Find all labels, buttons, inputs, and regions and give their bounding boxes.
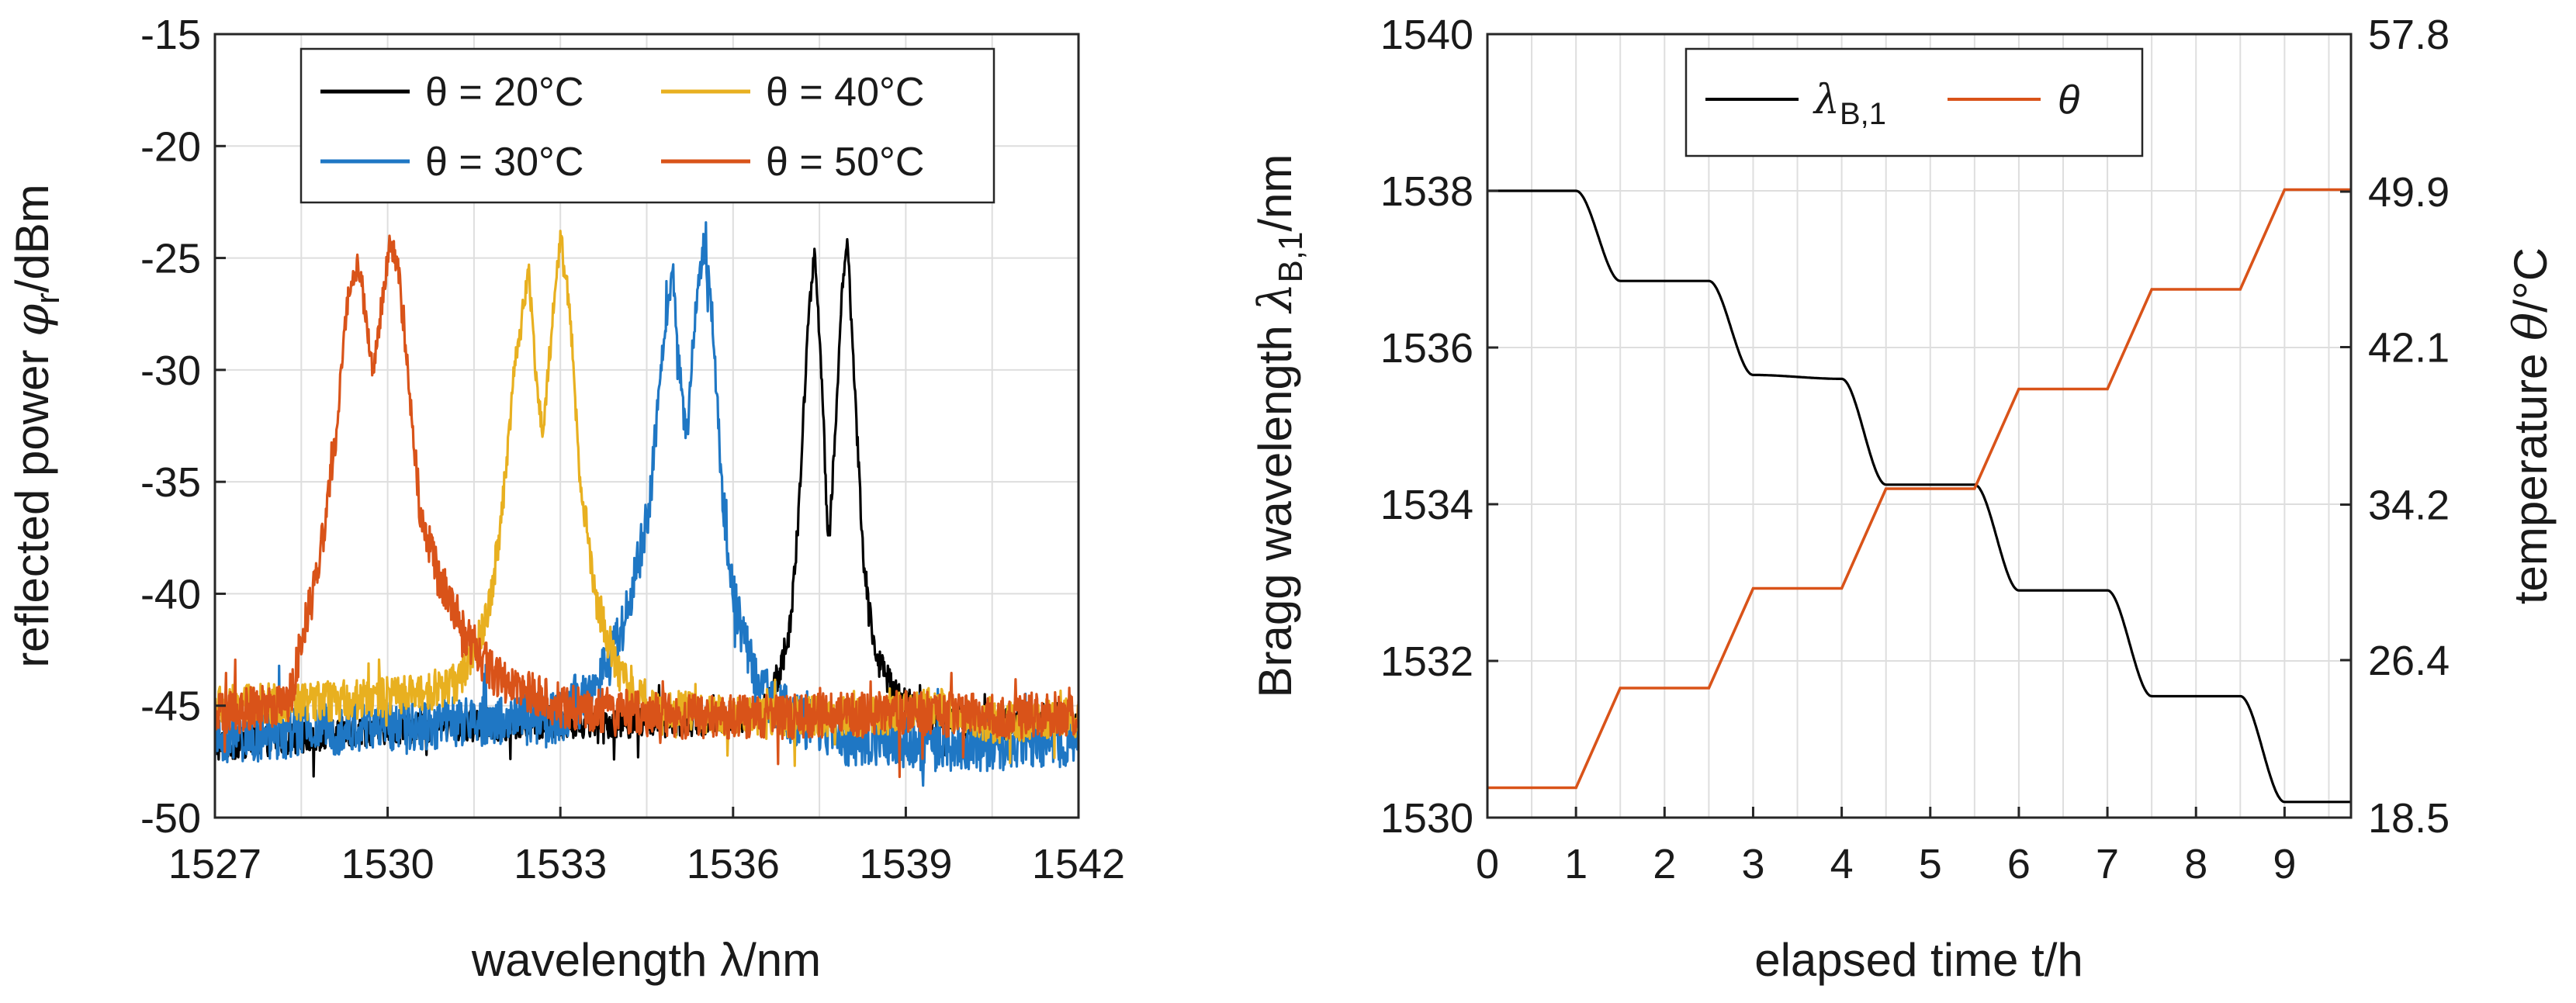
- left-ytick-label-35: -35: [140, 459, 201, 506]
- left-xtick-label-1530: 1530: [341, 841, 435, 887]
- left-ytick-label-50: -50: [140, 795, 201, 842]
- left-legend: θ = 20°C θ = 30°C θ = 40°C θ = 50°C: [299, 47, 995, 204]
- left-ylabel-symbol: φ: [5, 304, 60, 337]
- left-ylabel: reflected power φr/dBm: [5, 184, 67, 668]
- right-xtick-label-3: 3: [1741, 841, 1764, 887]
- right-y2label-symbol: θ: [2504, 313, 2558, 341]
- right-ytick-label-1536: 1536: [1380, 325, 1473, 372]
- right-xtick-label-9: 9: [2273, 841, 2296, 887]
- left-xtick-label-1527: 1527: [168, 841, 261, 887]
- right-y2label-suffix: /°C: [2505, 247, 2557, 313]
- left-ytick-label-20: -20: [140, 123, 201, 170]
- left-legend-box: [299, 47, 995, 204]
- right-ytick-label-1532: 1532: [1380, 638, 1473, 685]
- right-series-temperature: [1487, 188, 2351, 790]
- right-y2tick-label-42-1: 42.1: [2368, 324, 2450, 371]
- right-axes-box: [1486, 33, 2353, 819]
- legend-label-bragg: λB,1: [1813, 77, 1886, 131]
- right-y2label: temperature θ/°C: [2504, 247, 2558, 604]
- right-ylabel-symbol: λ: [1248, 283, 1303, 314]
- right-ytick-label-1534: 1534: [1380, 482, 1473, 528]
- right-series-group: [1487, 188, 2351, 804]
- right-series-bragg-wavelength: [1487, 189, 2351, 804]
- left-axes-box: [213, 33, 1080, 819]
- right-xtick-label-1: 1: [1564, 841, 1587, 887]
- legend-label-bragg-main: λ: [1813, 77, 1840, 123]
- right-ytick-label-1530: 1530: [1380, 795, 1473, 842]
- legend-label-20c: θ = 20°C: [425, 70, 583, 115]
- right-plot: 15401538153615341532153057.849.942.134.2…: [1248, 12, 2558, 986]
- right-xtick-label-2: 2: [1653, 841, 1676, 887]
- right-xtick-label-6: 6: [2007, 841, 2031, 887]
- right-y2tick-label-57-8: 57.8: [2368, 12, 2450, 58]
- left-ytick-label-15: -15: [140, 12, 201, 58]
- legend-label-40c: θ = 40°C: [766, 70, 924, 115]
- left-series-group: [215, 221, 1079, 787]
- right-ylabel-subscript: B,1: [1272, 231, 1310, 282]
- right-xtick-label-5: 5: [1919, 841, 1942, 887]
- legend-label-30c: θ = 30°C: [425, 140, 583, 185]
- right-xtick-label-8: 8: [2184, 841, 2207, 887]
- left-series-50-c: [215, 234, 1079, 779]
- right-xlabel: elapsed time t/h: [1754, 934, 2083, 986]
- left-xtick-label-1533: 1533: [514, 841, 607, 887]
- left-xlabel: wavelength λ/nm: [471, 934, 821, 986]
- left-ytick-label-30: -30: [140, 348, 201, 394]
- right-y2label-prefix: temperature: [2505, 341, 2557, 604]
- left-ytick-label-25: -25: [140, 236, 201, 282]
- left-xtick-label-1536: 1536: [687, 841, 780, 887]
- left-ylabel-subscript: r: [29, 292, 67, 304]
- legend-label-50c: θ = 50°C: [766, 140, 924, 185]
- right-ytick-label-1538: 1538: [1380, 168, 1473, 215]
- left-ytick-label-45: -45: [140, 683, 201, 730]
- right-ylabel-suffix: /nm: [1249, 154, 1301, 231]
- right-y2tick-label-18-5: 18.5: [2368, 795, 2450, 842]
- left-xtick-label-1542: 1542: [1032, 841, 1125, 887]
- left-xtick-label-1539: 1539: [859, 841, 952, 887]
- right-ylabel: Bragg wavelength λB,1/nm: [1248, 154, 1310, 697]
- right-xtick-label-0: 0: [1476, 841, 1499, 887]
- right-y2tick-label-34-2: 34.2: [2368, 482, 2450, 529]
- right-legend: λB,1 θ: [1684, 47, 2144, 157]
- legend-label-theta: θ: [2058, 78, 2079, 123]
- legend-label-bragg-sub: B,1: [1840, 97, 1886, 131]
- right-ytick-label-1540: 1540: [1380, 12, 1473, 58]
- right-xtick-label-4: 4: [1830, 841, 1854, 887]
- right-xtick-label-7: 7: [2096, 841, 2119, 887]
- right-ticks: 15401538153615341532153057.849.942.134.2…: [1380, 12, 2450, 887]
- right-y2tick-label-26-4: 26.4: [2368, 638, 2450, 684]
- right-legend-box: [1684, 47, 2144, 157]
- left-ylabel-suffix: /dBm: [6, 184, 58, 292]
- left-ylabel-prefix: reflected power: [6, 337, 58, 668]
- right-y2tick-label-49-9: 49.9: [2368, 169, 2450, 216]
- left-series-30-c: [215, 221, 1079, 787]
- right-ylabel-prefix: Bragg wavelength: [1249, 313, 1301, 698]
- left-ytick-label-40: -40: [140, 571, 201, 617]
